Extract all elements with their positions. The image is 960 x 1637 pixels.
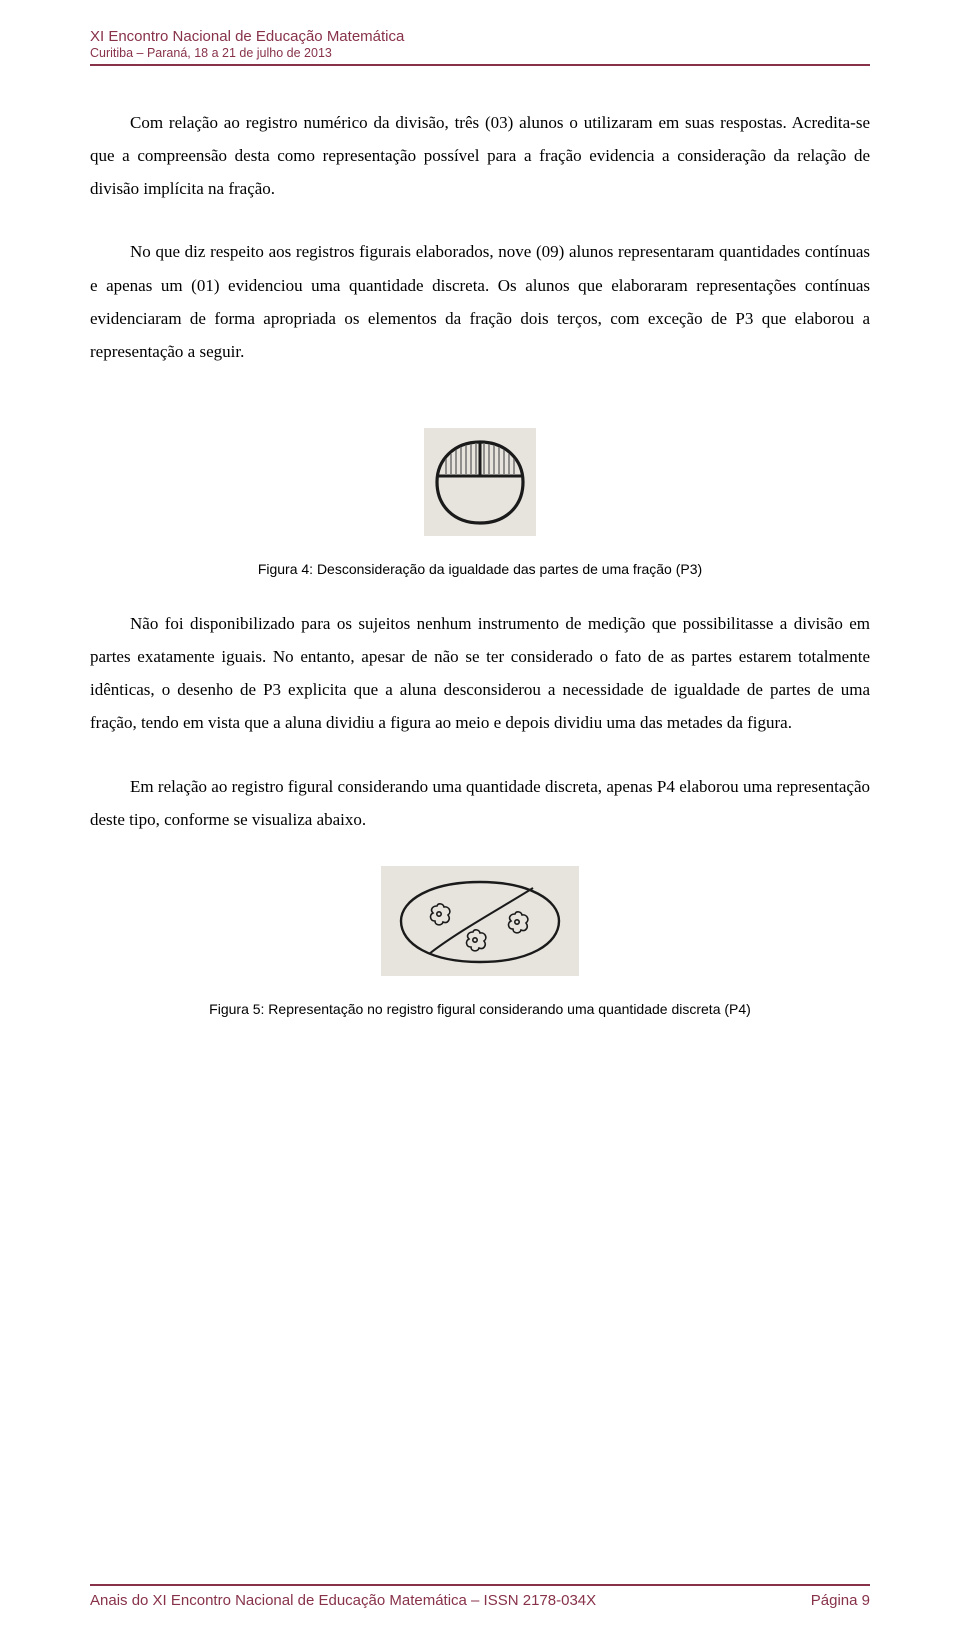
figure-5-caption: Figura 5: Representação no registro figu… (90, 1001, 870, 1017)
footer-rule (90, 1584, 870, 1586)
header-rule (90, 64, 870, 66)
page-footer: Anais do XI Encontro Nacional de Educaçã… (90, 1584, 870, 1609)
footer-right: Página 9 (811, 1592, 870, 1609)
figure-5-svg (381, 866, 579, 976)
header-title: XI Encontro Nacional de Educação Matemát… (90, 28, 870, 45)
page: XI Encontro Nacional de Educação Matemát… (0, 0, 960, 1637)
figure-5-block: Figura 5: Representação no registro figu… (90, 866, 870, 1017)
paragraph-1-text: Com relação ao registro numérico da divi… (90, 113, 870, 198)
figure-4-image (424, 428, 536, 541)
header-subtitle: Curitiba – Paraná, 18 a 21 de julho de 2… (90, 46, 870, 60)
paragraph-2: No que diz respeito aos registros figura… (90, 235, 870, 368)
paragraph-3: Não foi disponibilizado para os sujeitos… (90, 607, 870, 740)
figure-5-image (381, 866, 579, 981)
figure-4-caption: Figura 4: Desconsideração da igualdade d… (90, 561, 870, 577)
footer-left: Anais do XI Encontro Nacional de Educaçã… (90, 1592, 596, 1609)
figure-4-svg (424, 428, 536, 536)
figure-4-block: Figura 4: Desconsideração da igualdade d… (90, 428, 870, 577)
footer-row: Anais do XI Encontro Nacional de Educaçã… (90, 1592, 870, 1609)
paragraph-4: Em relação ao registro figural considera… (90, 770, 870, 836)
paragraph-2-text: No que diz respeito aos registros figura… (90, 242, 870, 360)
paragraph-4-text: Em relação ao registro figural considera… (90, 777, 870, 829)
paragraph-3-text: Não foi disponibilizado para os sujeitos… (90, 614, 870, 732)
paragraph-1: Com relação ao registro numérico da divi… (90, 106, 870, 205)
page-header: XI Encontro Nacional de Educação Matemát… (90, 28, 870, 66)
